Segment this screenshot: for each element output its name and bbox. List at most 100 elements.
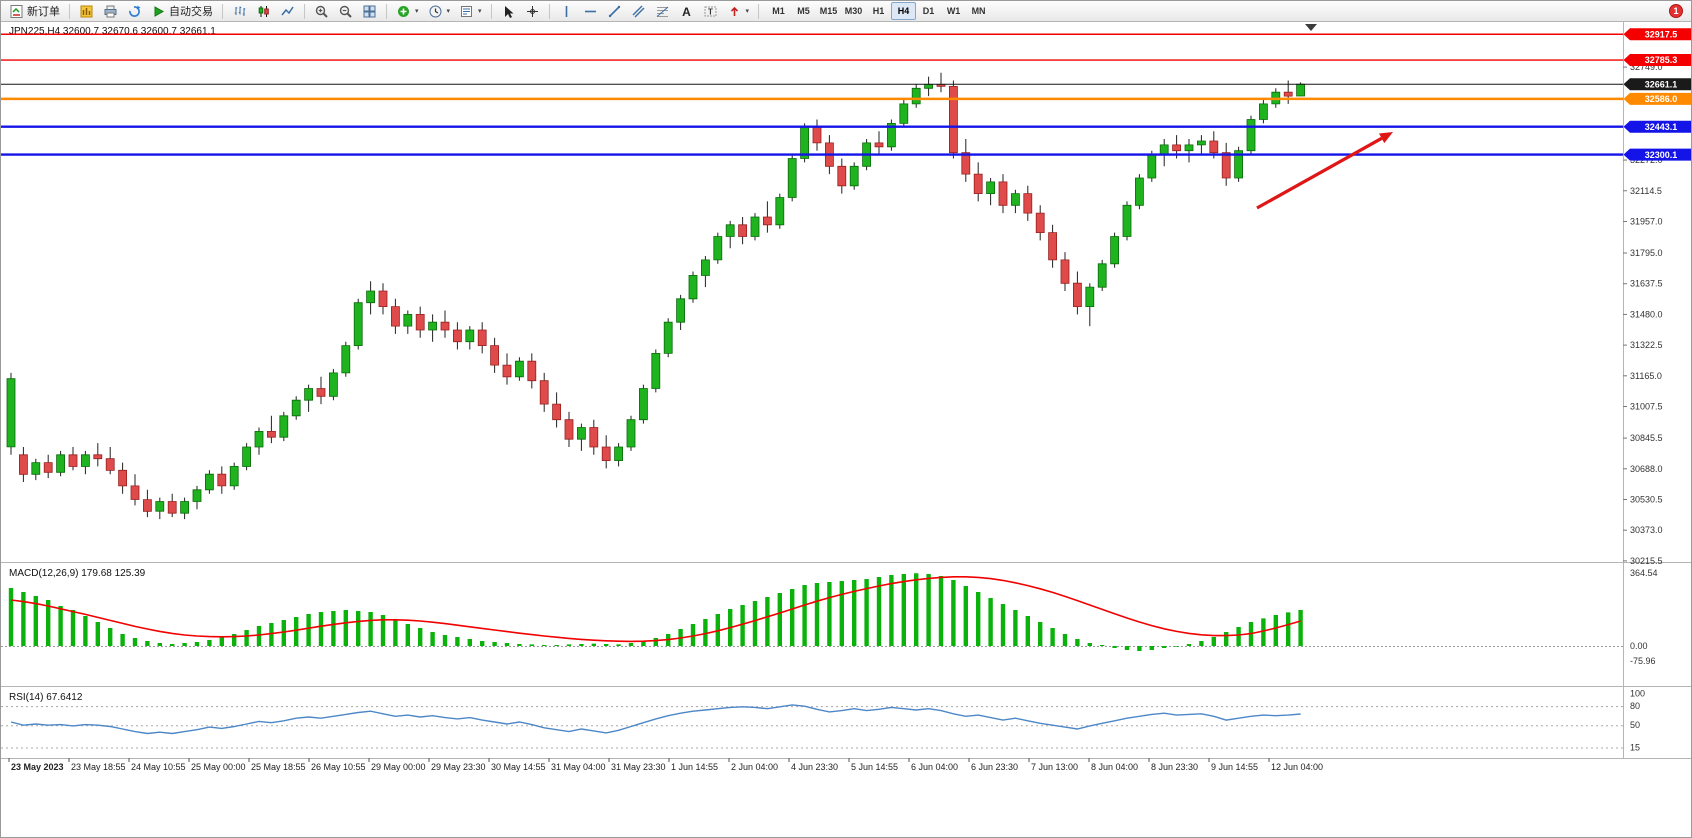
trend-arrow-line[interactable]	[1256, 136, 1383, 210]
tile-windows-button[interactable]	[358, 2, 381, 21]
toolbar-separator	[490, 3, 492, 19]
periods-button[interactable]: ▾	[424, 2, 455, 21]
time-axis-label: 31 May 04:00	[551, 762, 606, 772]
timeframe-button-m5[interactable]: M5	[791, 2, 816, 20]
clock-icon	[429, 5, 442, 17]
new-order-icon	[10, 4, 23, 18]
main-toolbar: 新订单 自动交易 ▾ ▾ ▾ A T ▾ M1 M5 M15 M	[1, 1, 1691, 22]
candlestick-chart-button[interactable]	[252, 2, 275, 21]
svg-text:A: A	[682, 5, 691, 19]
price-axis-label: 31007.5	[1630, 402, 1663, 412]
rsi-axis-label: 50	[1630, 720, 1640, 730]
price-badge	[1623, 54, 1691, 67]
time-axis-label: 5 Jun 14:55	[851, 762, 898, 772]
timeframe-group: M1 M5 M15 M30 H1 H4 D1 W1 MN	[766, 2, 991, 20]
trend-arrow-head[interactable]	[1379, 132, 1393, 144]
trendline-button[interactable]	[603, 2, 626, 21]
time-axis-label: 31 May 23:30	[611, 762, 666, 772]
chevron-down-icon: ▾	[478, 7, 482, 15]
new-order-button[interactable]: 新订单	[5, 2, 64, 21]
rsi-label: RSI(14) 67.6412	[9, 692, 83, 703]
time-axis-label: 29 May 00:00	[371, 762, 426, 772]
vertical-line-button[interactable]	[555, 2, 578, 21]
price-badge	[1623, 28, 1691, 41]
refresh-icon	[129, 5, 141, 17]
line-chart-icon	[281, 6, 294, 15]
market-watch-button[interactable]	[75, 2, 98, 21]
price-badge	[1623, 78, 1691, 91]
zoom-in-button[interactable]	[310, 2, 333, 21]
toolbar-separator	[222, 3, 223, 19]
zoom-in-icon	[315, 5, 328, 18]
macd-signal-line	[10, 575, 1301, 643]
timeframe-button-d1[interactable]: D1	[916, 2, 941, 20]
text-button[interactable]: A	[675, 2, 698, 21]
horizontal-line-icon	[584, 10, 596, 12]
timeframe-button-mn[interactable]: MN	[966, 2, 991, 20]
price-axis-label: 32114.5	[1630, 186, 1662, 196]
templates-button[interactable]: ▾	[455, 2, 486, 21]
cursor-button[interactable]	[497, 2, 520, 21]
price-badge-label: 32785.3	[1645, 55, 1678, 65]
timeframe-button-h1[interactable]: H1	[866, 2, 891, 20]
toolbar-separator	[386, 3, 387, 19]
tile-windows-icon	[363, 5, 376, 17]
toolbar-separator	[758, 3, 760, 19]
channel-icon	[632, 5, 645, 17]
price-axis-label: 31637.5	[1630, 279, 1663, 289]
line-chart-button[interactable]	[276, 2, 299, 21]
time-axis-label: 26 May 10:55	[311, 762, 366, 772]
bar-chart-button[interactable]	[228, 2, 251, 21]
cursor-icon	[504, 5, 514, 18]
indicators-button[interactable]: ▾	[392, 2, 423, 21]
timeframe-button-h4[interactable]: H4	[891, 2, 917, 20]
vertical-line-icon	[565, 5, 567, 17]
print-button[interactable]	[99, 2, 122, 21]
time-axis-label: 9 Jun 14:55	[1211, 762, 1258, 772]
rsi-axis-label: 15	[1630, 742, 1640, 752]
text-label-button[interactable]: T	[699, 2, 722, 21]
zoom-out-button[interactable]	[334, 2, 357, 21]
time-axis-label: 30 May 14:55	[491, 762, 546, 772]
price-axis-label: 30530.5	[1630, 494, 1663, 504]
macd-axis-label: -75.96	[1630, 656, 1656, 666]
play-icon	[154, 5, 165, 17]
price-axis-label: 31322.5	[1630, 340, 1663, 350]
horizontal-line-button[interactable]	[579, 2, 602, 21]
chart-shift-marker[interactable]	[1305, 24, 1317, 31]
fibonacci-button[interactable]	[651, 2, 674, 21]
toolbar-separator	[548, 3, 550, 19]
candlestick-icon	[258, 5, 269, 17]
crosshair-button[interactable]	[521, 2, 544, 21]
price-axis-label: 31165.0	[1630, 371, 1662, 381]
time-axis-label: 29 May 23:30	[431, 762, 486, 772]
chart-background[interactable]	[1, 22, 1692, 838]
arrows-button[interactable]: ▾	[723, 2, 754, 21]
toolbar-separator	[69, 3, 70, 19]
channel-button[interactable]	[627, 2, 650, 21]
refresh-button[interactable]	[123, 2, 146, 21]
price-badge-label: 32300.1	[1645, 150, 1678, 160]
template-icon	[461, 5, 473, 17]
notifications-badge[interactable]: 1	[1669, 4, 1683, 18]
price-axis-label: 32749.0	[1630, 62, 1663, 72]
time-axis-label: 6 Jun 23:30	[971, 762, 1018, 772]
rsi-axis-label: 80	[1630, 701, 1640, 711]
new-order-label: 新订单	[27, 6, 60, 18]
rsi-axis-label: 100	[1630, 688, 1645, 698]
time-axis-label: 25 May 18:55	[251, 762, 306, 772]
time-axis-label: 23 May 2023	[11, 762, 64, 772]
timeframe-button-w1[interactable]: W1	[941, 2, 966, 20]
print-icon	[104, 5, 117, 17]
timeframe-button-m1[interactable]: M1	[766, 2, 791, 20]
svg-text:T: T	[708, 7, 713, 16]
price-axis-label: 30688.0	[1630, 464, 1663, 474]
timeframe-button-m15[interactable]: M15	[816, 2, 841, 20]
timeframe-button-m30[interactable]: M30	[841, 2, 866, 20]
time-axis-label: 7 Jun 13:00	[1031, 762, 1078, 772]
auto-trading-button[interactable]: 自动交易	[147, 2, 217, 21]
time-axis-label: 12 Jun 04:00	[1271, 762, 1323, 772]
indicators-icon	[398, 5, 409, 17]
